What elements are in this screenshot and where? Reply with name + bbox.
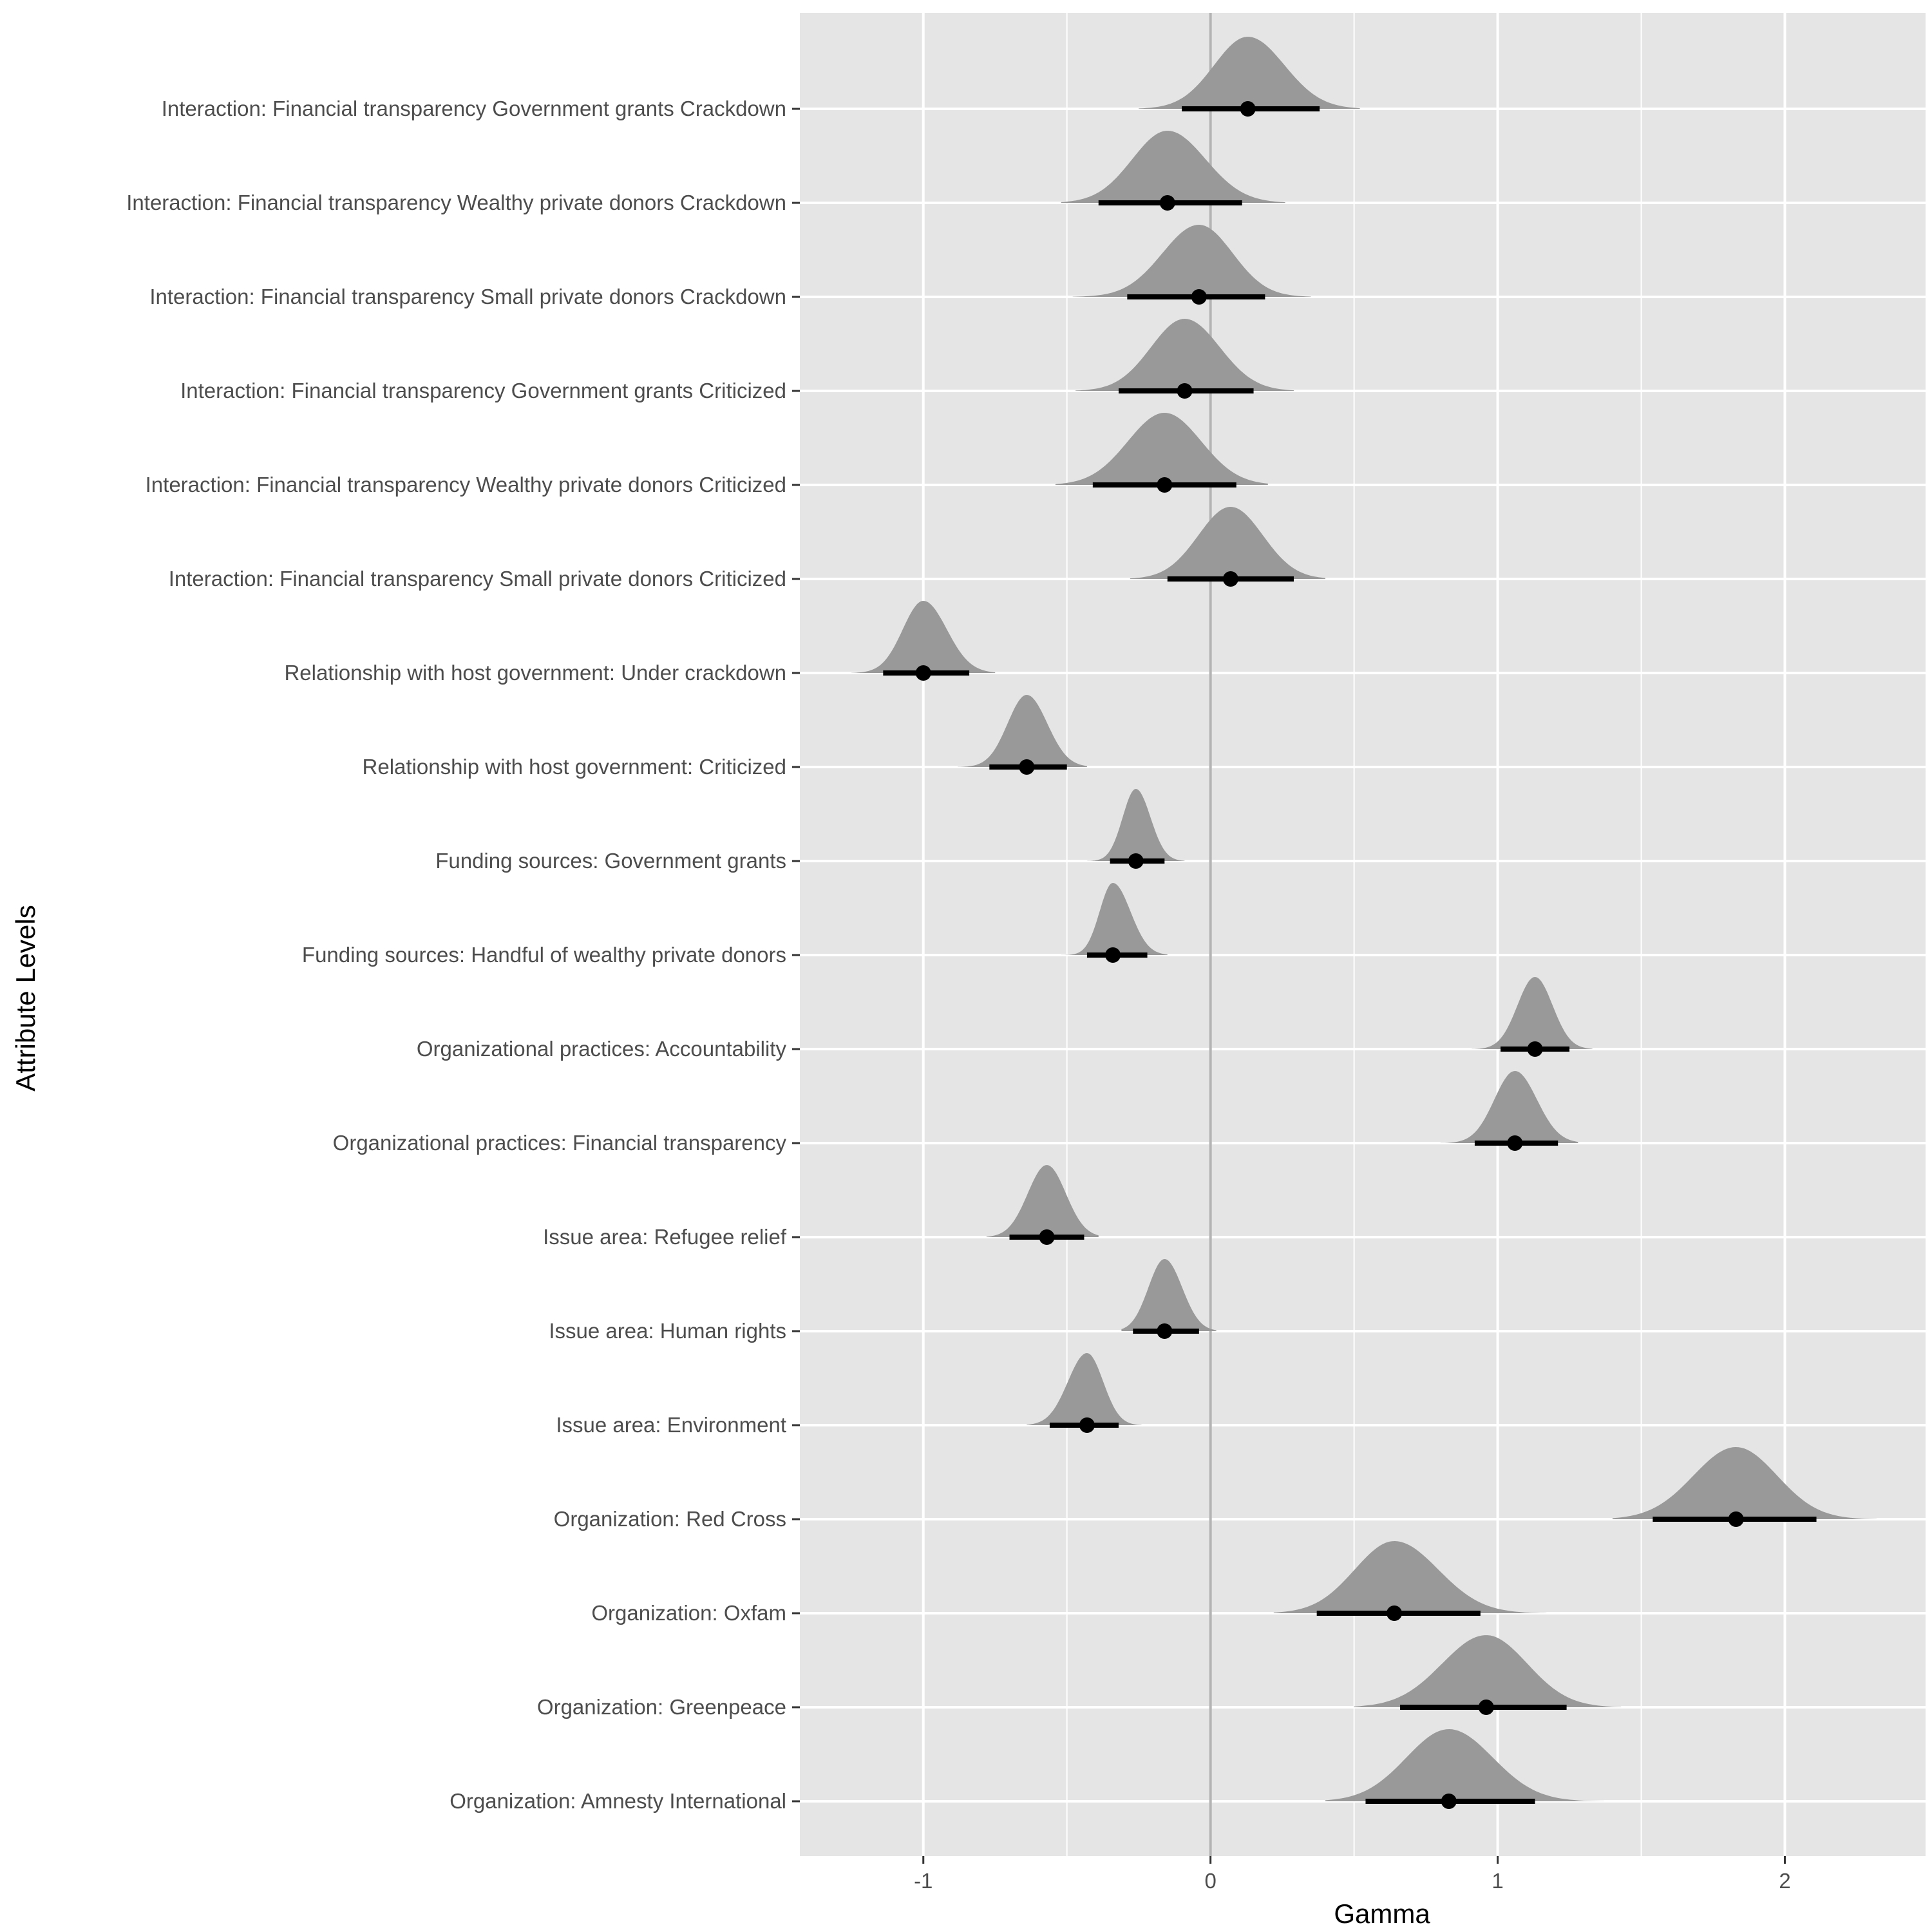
point-estimate: [1105, 947, 1121, 963]
x-axis-title: Gamma: [1334, 1899, 1430, 1929]
point-estimate: [1128, 853, 1144, 869]
density-curve: [1061, 883, 1168, 955]
plot-panel: [800, 13, 1926, 1856]
panel-background: [800, 13, 1926, 1856]
density-curve: [1072, 225, 1311, 297]
point-estimate: [1240, 101, 1256, 117]
density-curve: [1075, 319, 1294, 391]
y-tick-label: Issue area: Human rights: [549, 1319, 786, 1343]
y-tick-label: Issue area: Environment: [556, 1413, 786, 1437]
density-curve: [1061, 131, 1285, 203]
point-estimate: [1039, 1229, 1055, 1245]
density-curve: [1325, 1729, 1604, 1801]
density-curve: [1440, 1071, 1578, 1143]
density-curve: [1027, 1353, 1142, 1425]
y-tick-label: Interaction: Financial transparency Weal…: [126, 191, 786, 214]
point-estimate: [1191, 289, 1207, 305]
y-tick-label: Interaction: Financial transparency Gove…: [162, 97, 786, 120]
density-curve: [986, 1165, 1099, 1237]
point-estimate: [1177, 383, 1193, 399]
density-curve: [1472, 977, 1593, 1049]
point-estimate: [1079, 1417, 1095, 1433]
density-curve: [1086, 789, 1185, 861]
x-tick-label: 1: [1492, 1869, 1503, 1893]
point-estimate: [1222, 571, 1238, 587]
x-tick-label: -1: [914, 1869, 933, 1893]
y-tick-label: Funding sources: Handful of wealthy priv…: [302, 943, 786, 967]
y-tick-label: Relationship with host government: Criti…: [363, 755, 786, 779]
density-curve: [1354, 1635, 1622, 1707]
density-curve: [1130, 507, 1325, 579]
y-axis-title: Attribute Levels: [10, 905, 41, 1092]
y-tick-label: Funding sources: Government grants: [435, 849, 786, 873]
density-curve: [958, 695, 1087, 767]
point-estimate: [1387, 1605, 1403, 1621]
y-tick-label: Interaction: Financial transparency Gove…: [180, 379, 786, 402]
x-tick-label: 0: [1204, 1869, 1216, 1893]
y-tick-label: Organization: Red Cross: [554, 1507, 786, 1531]
point-estimate: [1159, 195, 1175, 211]
point-estimate: [1507, 1135, 1523, 1151]
y-tick-label: Organization: Greenpeace: [537, 1695, 786, 1719]
point-estimate: [1728, 1511, 1744, 1527]
point-estimate: [1478, 1700, 1494, 1715]
point-estimate: [915, 665, 931, 681]
x-axis: -1 0 1 2: [914, 1856, 1791, 1893]
y-tick-label: Interaction: Financial transparency Smal…: [149, 285, 786, 308]
point-estimate: [1527, 1041, 1543, 1057]
y-tick-label: Organizational practices: Accountability: [417, 1037, 787, 1061]
density-curve: [1273, 1541, 1547, 1613]
y-tick-label: Organization: Amnesty International: [450, 1789, 786, 1813]
point-estimate: [1157, 1323, 1173, 1339]
y-tick-label: Interaction: Financial transparency Weal…: [146, 473, 786, 497]
y-tick-label: Issue area: Refugee relief: [543, 1225, 787, 1249]
density-curve: [1612, 1447, 1877, 1519]
density-curve: [851, 601, 996, 673]
point-estimate: [1019, 759, 1035, 775]
y-axis: Interaction: Financial transparency Gove…: [126, 97, 800, 1813]
density-curve: [1055, 413, 1268, 485]
x-tick-label: 2: [1779, 1869, 1790, 1893]
y-tick-label: Organization: Oxfam: [591, 1601, 786, 1625]
y-tick-label: Relationship with host government: Under…: [284, 661, 786, 685]
y-tick-label: Interaction: Financial transparency Smal…: [169, 567, 786, 591]
density-curve: [1139, 37, 1360, 109]
point-estimate: [1157, 477, 1173, 493]
point-estimate: [1441, 1794, 1457, 1809]
y-tick-label: Organizational practices: Financial tran…: [333, 1131, 787, 1155]
density-curve: [1121, 1259, 1217, 1331]
